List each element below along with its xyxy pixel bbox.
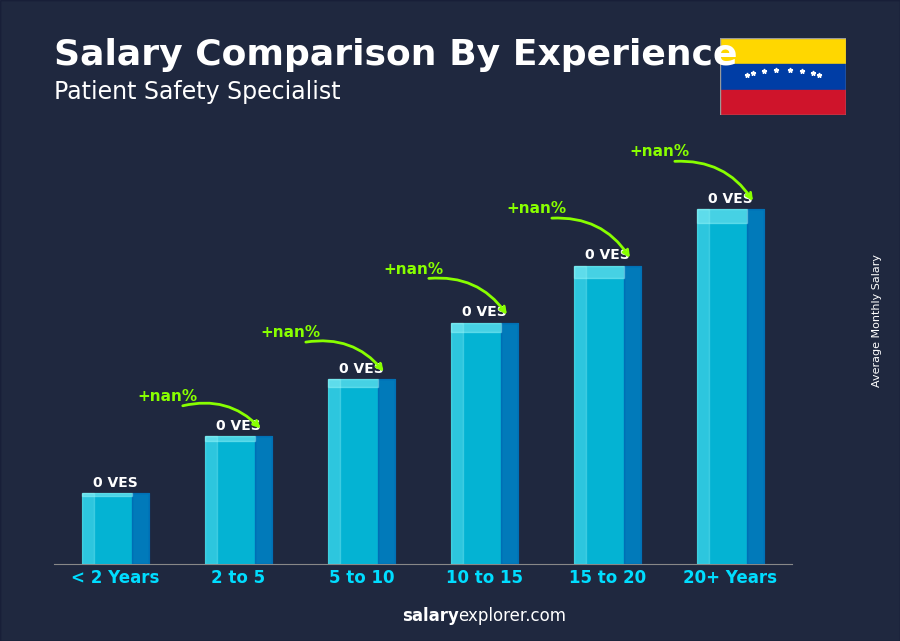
Bar [451, 322, 501, 332]
Text: +nan%: +nan% [261, 326, 320, 340]
Text: 0 VES: 0 VES [462, 305, 507, 319]
Bar [697, 209, 709, 564]
Bar [328, 379, 395, 564]
Text: Patient Safety Specialist: Patient Safety Specialist [54, 80, 340, 104]
Bar [451, 322, 463, 564]
Bar [625, 266, 642, 564]
Bar [204, 437, 273, 564]
Text: 0 VES: 0 VES [93, 476, 138, 490]
Bar [204, 437, 217, 564]
Bar [573, 266, 642, 564]
Bar [82, 493, 132, 496]
Text: +nan%: +nan% [630, 144, 689, 160]
Text: explorer.com: explorer.com [458, 607, 566, 625]
Bar [132, 493, 149, 564]
Bar [720, 38, 846, 64]
Text: 0 VES: 0 VES [216, 419, 261, 433]
Bar [451, 322, 518, 564]
Bar [720, 64, 846, 90]
Bar [82, 493, 94, 564]
Bar [328, 379, 378, 387]
Bar [82, 493, 149, 564]
Bar [573, 266, 586, 564]
Text: Average Monthly Salary: Average Monthly Salary [872, 254, 883, 387]
Text: 0 VES: 0 VES [708, 192, 753, 206]
Text: 0 VES: 0 VES [339, 362, 384, 376]
Text: +nan%: +nan% [507, 201, 567, 216]
Text: Salary Comparison By Experience: Salary Comparison By Experience [54, 38, 737, 72]
Text: salary: salary [402, 607, 459, 625]
Text: +nan%: +nan% [138, 389, 198, 404]
Bar [720, 90, 846, 115]
Bar [697, 209, 764, 564]
Bar [573, 266, 625, 278]
Bar [256, 437, 273, 564]
Bar [747, 209, 764, 564]
Text: +nan%: +nan% [383, 262, 444, 276]
Bar [501, 322, 518, 564]
Bar [697, 209, 747, 223]
Bar [204, 437, 256, 442]
Bar [328, 379, 340, 564]
Bar [378, 379, 395, 564]
Text: 0 VES: 0 VES [585, 248, 630, 262]
